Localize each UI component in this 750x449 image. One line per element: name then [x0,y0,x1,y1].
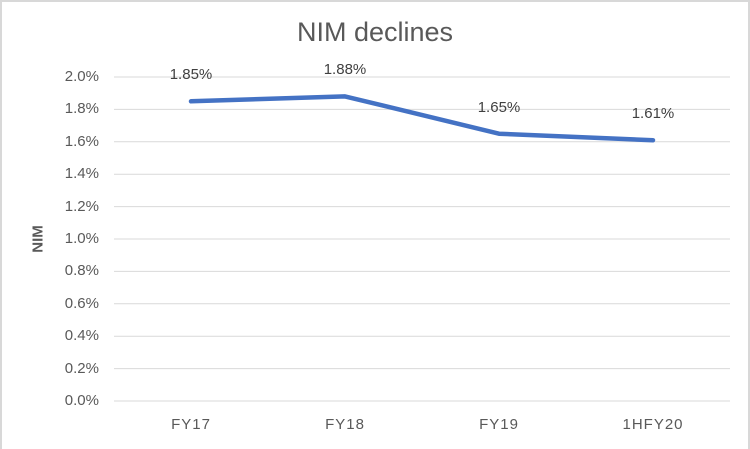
series-line [188,94,656,143]
x-tick-label: FY19 [479,416,519,433]
y-tick-label: 2.0% [64,68,99,85]
y-tick-label: 1.6% [64,132,99,150]
y-tick-label: 0.2% [64,359,99,377]
x-tick-label: FY18 [325,416,365,433]
y-tick-label: 1.2% [64,197,99,215]
data-point-label: 1.61% [631,105,675,123]
y-tick-label: 0.8% [64,262,99,280]
data-point-label: 1.88% [323,61,367,79]
x-tick-label: 1HFY20 [622,416,684,433]
x-tick-label: FY17 [171,416,211,433]
y-tick-label: 0.6% [64,294,99,312]
y-tick-label: 0.4% [64,327,99,345]
y-tick-label: 0.0% [64,392,99,409]
y-tick-label: 1.0% [64,230,99,247]
data-point-label: 1.65% [477,98,521,116]
y-tick-label: 1.8% [64,100,99,118]
y-tick-label: 1.4% [64,165,99,183]
data-point-label: 1.85% [169,66,213,84]
chart-title: NIM declines [296,17,454,47]
